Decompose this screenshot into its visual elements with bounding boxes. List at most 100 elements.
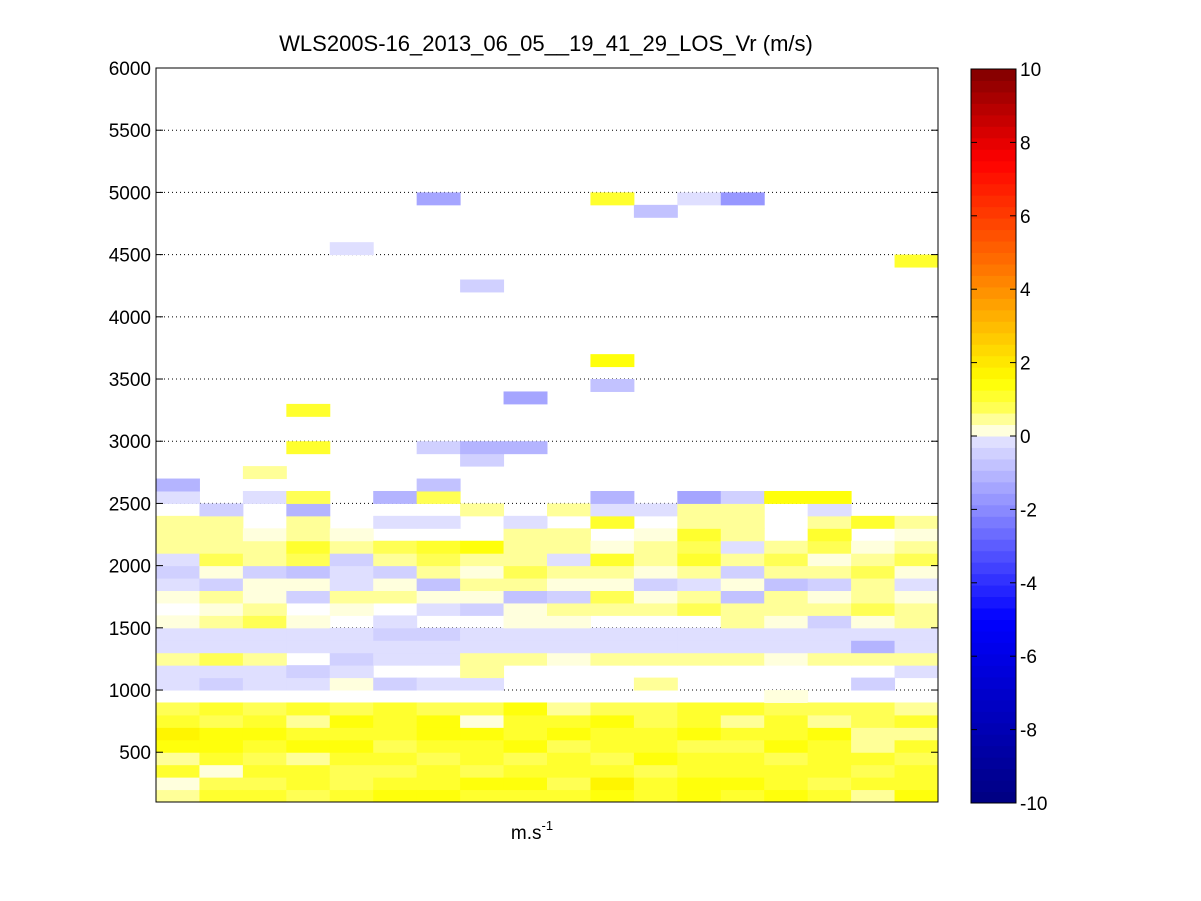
heatmap-cell <box>633 727 678 741</box>
heatmap-cell <box>416 590 461 604</box>
colorbar-block <box>971 745 1016 758</box>
colorbar-block <box>971 493 1016 506</box>
heatmap-cell <box>590 602 635 616</box>
heatmap-cell <box>503 714 548 728</box>
heatmap-cell <box>373 777 418 791</box>
heatmap-cell <box>590 379 635 392</box>
heatmap-cell <box>286 528 331 542</box>
colorbar-tick-label: -2 <box>1020 500 1037 521</box>
heatmap-cell <box>199 764 244 778</box>
colorbar-block <box>971 585 1016 598</box>
colorbar-block <box>971 344 1016 357</box>
heatmap-cell <box>460 503 505 517</box>
colorbar-block <box>971 539 1016 552</box>
heatmap-cell <box>373 590 418 604</box>
heatmap-cell <box>199 615 244 629</box>
heatmap-cell <box>633 503 678 517</box>
heatmap-cell <box>199 752 244 766</box>
heatmap-cell <box>416 192 461 206</box>
heatmap-cell <box>633 553 678 567</box>
heatmap-cell <box>460 578 505 592</box>
colorbar-block <box>971 69 1016 81</box>
heatmap-cell <box>199 540 244 554</box>
heatmap-cell <box>242 602 287 616</box>
colorbar-block <box>971 562 1016 575</box>
heatmap-cell <box>547 565 591 579</box>
heatmap-cell <box>633 578 678 592</box>
colorbar-block <box>971 527 1016 540</box>
heatmap-cell <box>286 702 331 716</box>
heatmap-cell <box>460 739 505 753</box>
heatmap-cell <box>547 590 591 604</box>
heatmap-cell <box>329 242 374 256</box>
heatmap-cell <box>156 752 200 766</box>
heatmap-cell <box>286 590 331 604</box>
y-tick-label: 3500 <box>109 370 151 391</box>
heatmap-cell <box>807 602 852 616</box>
colorbar-block <box>971 791 1016 804</box>
heatmap-cell <box>720 602 765 616</box>
heatmap-cell <box>156 677 200 691</box>
heatmap-cell <box>460 764 505 778</box>
heatmap-cell <box>199 602 244 616</box>
heatmap-cell <box>633 752 678 766</box>
heatmap-cell <box>460 702 505 716</box>
colorbar-tick-label: -10 <box>1020 794 1047 815</box>
heatmap-cell <box>590 752 635 766</box>
heatmap-cell <box>894 627 939 641</box>
colorbar-block <box>971 757 1016 770</box>
heatmap-cell <box>329 540 374 554</box>
heatmap-cell <box>633 640 678 654</box>
heatmap-cell <box>677 640 722 654</box>
heatmap-cell <box>460 590 505 604</box>
colorbar-tick-label: 6 <box>1020 207 1031 228</box>
heatmap-cell <box>851 627 896 641</box>
heatmap-cell <box>503 515 548 529</box>
heatmap-cell <box>373 640 418 654</box>
heatmap-cell <box>720 515 765 529</box>
heatmap-cell <box>720 752 765 766</box>
heatmap-cell <box>329 652 374 666</box>
heatmap-cell <box>503 590 548 604</box>
heatmap-cell <box>720 739 765 753</box>
heatmap-cell <box>503 764 548 778</box>
heatmap-cell <box>764 590 809 604</box>
heatmap-cell <box>373 652 418 666</box>
heatmap-cell <box>720 702 765 716</box>
heatmap-cell <box>720 565 765 579</box>
heatmap-cell <box>633 789 678 803</box>
heatmap-cell <box>460 540 505 554</box>
heatmap-cell <box>677 627 722 641</box>
colorbar-block <box>971 160 1016 173</box>
heatmap-cell <box>156 590 200 604</box>
heatmap-cell <box>503 640 548 654</box>
heatmap-cell <box>503 391 548 405</box>
heatmap-cell <box>329 565 374 579</box>
heatmap-cell <box>633 627 678 641</box>
colorbar-block <box>971 676 1016 689</box>
heatmap-cell <box>894 565 939 579</box>
heatmap-cell <box>460 565 505 579</box>
heatmap-cell <box>503 777 548 791</box>
heatmap-cell <box>416 652 461 666</box>
heatmap-cell <box>373 714 418 728</box>
heatmap-cell <box>894 702 939 716</box>
heatmap-cell <box>807 528 852 542</box>
heatmap-cell <box>720 777 765 791</box>
heatmap-cell <box>764 777 809 791</box>
heatmap-cell <box>460 789 505 803</box>
colorbar-block <box>971 137 1016 150</box>
heatmap-cell <box>894 602 939 616</box>
heatmap-cell <box>764 615 809 629</box>
colorbar-block <box>971 458 1016 471</box>
heatmap-cell <box>894 652 939 666</box>
heatmap-cell <box>503 441 548 455</box>
heatmap-cell <box>764 565 809 579</box>
colorbar-block <box>971 309 1016 322</box>
heatmap-cell <box>590 789 635 803</box>
heatmap-cell <box>286 515 331 529</box>
y-tick-label: 2000 <box>109 557 151 578</box>
heatmap-cell <box>720 764 765 778</box>
heatmap-cell <box>156 615 200 629</box>
